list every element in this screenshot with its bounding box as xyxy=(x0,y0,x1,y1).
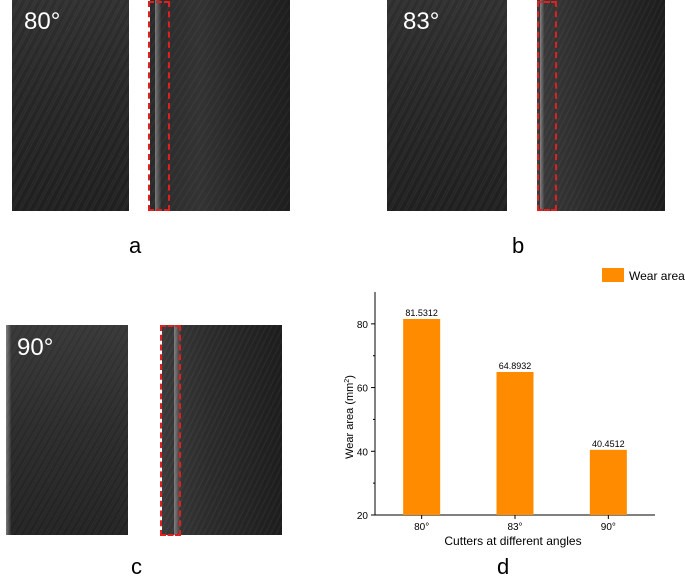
x-tick-label: 80° xyxy=(414,522,429,533)
angle-label-80: 80° xyxy=(24,8,61,35)
photo-b-edge xyxy=(540,0,544,211)
bar-value-label: 81.5312 xyxy=(405,308,438,318)
wear-region-box-b xyxy=(537,1,557,211)
panel-letter-b: b xyxy=(512,233,525,258)
bar-3 xyxy=(589,449,627,515)
y-tick-label: 40 xyxy=(357,447,369,458)
x-tick-label: 90° xyxy=(601,522,616,533)
photo-a-left xyxy=(12,0,129,211)
bar-1 xyxy=(403,318,441,515)
photo-c-right xyxy=(162,325,282,535)
photo-a-edge xyxy=(155,0,161,211)
panel-letter-d: d xyxy=(497,554,510,579)
wear-region-box-a xyxy=(148,1,170,211)
photo-c-left xyxy=(6,325,128,535)
panel-letter-a: a xyxy=(129,233,142,258)
photo-b-left xyxy=(387,0,507,211)
y-axis-title-sup: 2 xyxy=(344,379,351,383)
photo-a-right xyxy=(150,0,290,211)
photo-b-right xyxy=(537,0,665,211)
x-axis-title: Cutters at different angles xyxy=(444,534,581,548)
y-tick-label: 60 xyxy=(357,384,369,395)
y-tick-label: 80 xyxy=(357,320,369,331)
photo-c-edge-left xyxy=(6,325,11,535)
chart-bars xyxy=(403,318,627,515)
y-axis-title-main: Wear area (mm xyxy=(344,383,356,459)
y-axis-title-end: ) xyxy=(344,375,356,379)
legend-label: Wear area xyxy=(629,269,685,283)
photo-c-edge xyxy=(174,325,180,535)
y-axis-title: Wear area (mm2) xyxy=(344,375,356,459)
legend-swatch xyxy=(602,268,624,282)
angle-label-90: 90° xyxy=(17,334,54,361)
wear-region-box-c xyxy=(160,325,181,536)
y-tick-label: 20 xyxy=(357,511,369,522)
bar-2 xyxy=(496,371,534,515)
bar-value-label: 40.4512 xyxy=(592,439,625,449)
x-tick-label: 83° xyxy=(507,522,522,533)
panel-letter-c: c xyxy=(131,554,142,579)
angle-label-83: 83° xyxy=(403,8,440,35)
chart-labels: 81.5312 80° 64.8932 83° 40.4512 90° xyxy=(405,308,624,533)
bar-value-label: 64.8932 xyxy=(499,361,532,371)
